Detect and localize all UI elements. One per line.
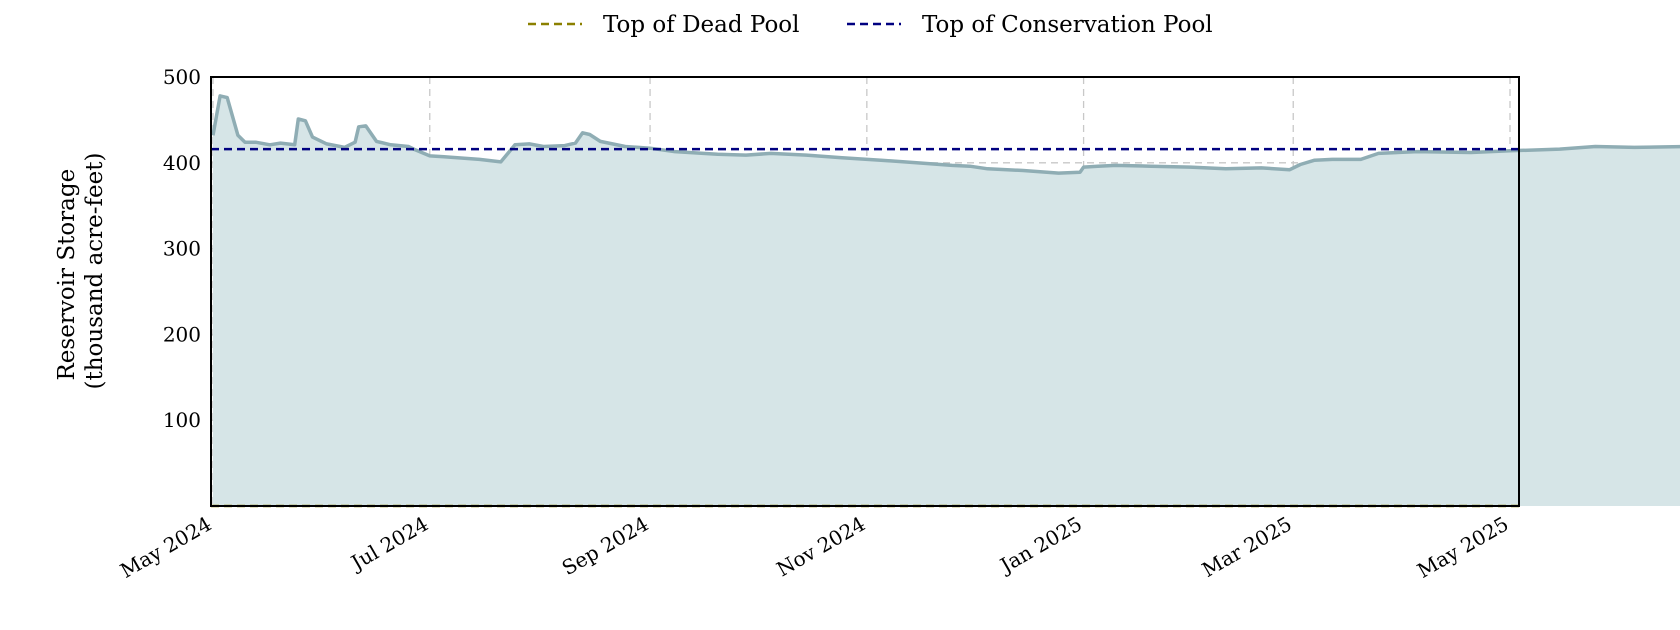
legend-label-conservation-pool: Top of Conservation Pool <box>922 12 1213 38</box>
plot-frame <box>210 76 1520 507</box>
x-tick-label-4: Jan 2025 <box>994 512 1086 579</box>
y-tick-label-4: 500 <box>163 65 201 89</box>
x-tick-label-0: May 2024 <box>116 512 215 583</box>
legend-label-dead-pool: Top of Dead Pool <box>603 12 800 38</box>
x-tick-label-2: Sep 2024 <box>558 512 653 581</box>
y-axis-ticks: 100 200 300 400 500 <box>163 65 201 432</box>
y-axis-title-line-2: (thousand acre-feet) <box>82 153 108 390</box>
y-axis-title: Reservoir Storage (thousand acre-feet) <box>54 153 108 390</box>
x-tick-label-3: Nov 2024 <box>772 512 869 582</box>
x-tick-label-6: May 2025 <box>1413 512 1512 583</box>
y-tick-label-0: 100 <box>163 408 201 432</box>
storage-line-0 <box>211 94 1680 175</box>
legend: Top of Dead Pool Top of Conservation Poo… <box>528 12 1213 38</box>
storage-area-fill-0 <box>213 95 1680 506</box>
x-tick-label-5: Mar 2025 <box>1198 512 1296 582</box>
y-tick-label-1: 200 <box>163 322 201 346</box>
x-axis-ticks: May 2024 Jul 2024 Sep 2024 Nov 2024 Jan 2025… <box>116 512 1512 583</box>
y-tick-label-3: 400 <box>163 151 201 175</box>
y-axis-title-line-1: Reservoir Storage <box>54 169 80 381</box>
x-tick-label-1: Jul 2024 <box>345 512 432 576</box>
storage-area-layer <box>211 94 1680 506</box>
y-tick-label-2: 300 <box>163 237 201 261</box>
